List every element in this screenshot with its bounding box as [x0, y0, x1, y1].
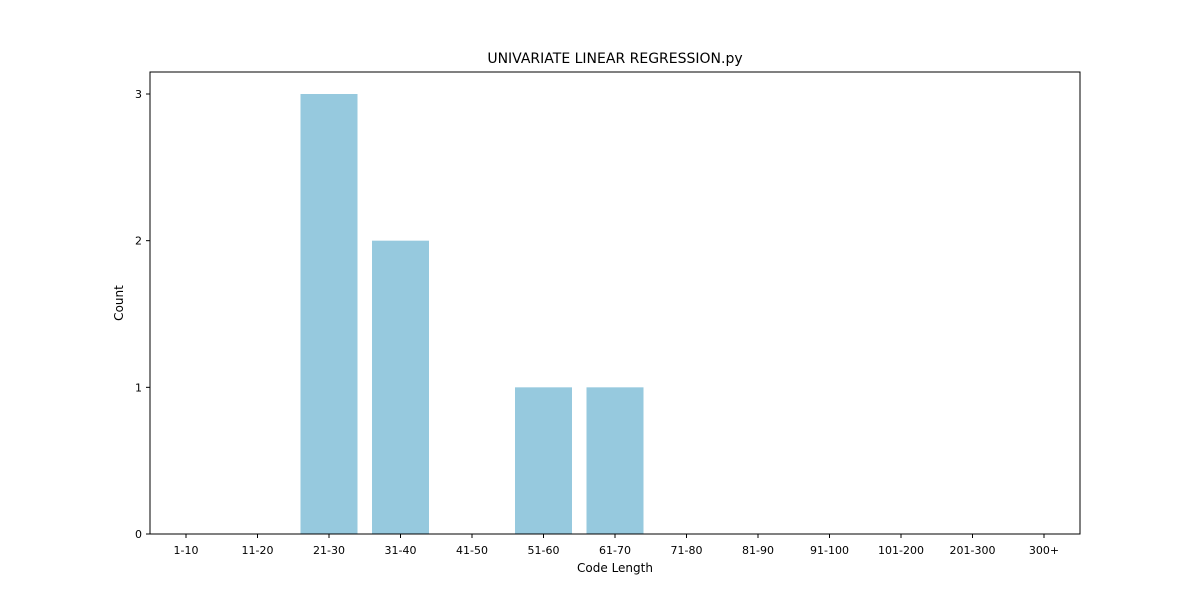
- x-tick-label: 21-30: [313, 544, 345, 557]
- x-tick-label: 101-200: [878, 544, 924, 557]
- bar-61-70: [586, 387, 644, 534]
- y-tick-label: 2: [135, 235, 142, 248]
- y-tick-label: 1: [135, 381, 142, 394]
- x-tick-label: 51-60: [528, 544, 560, 557]
- bar-21-30: [300, 94, 358, 534]
- y-tick-label: 3: [135, 88, 142, 101]
- chart-title: UNIVARIATE LINEAR REGRESSION.py: [487, 51, 742, 67]
- bar-31-40: [372, 240, 429, 534]
- x-tick-label: 31-40: [385, 544, 417, 557]
- x-tick-label: 81-90: [742, 544, 774, 557]
- x-tick-label: 91-100: [810, 544, 849, 557]
- x-tick-label: 300+: [1029, 544, 1059, 557]
- y-tick-label: 0: [135, 528, 142, 541]
- bars-group: [300, 94, 644, 534]
- y-axis-ticks: 0 1 2 3: [135, 88, 150, 541]
- x-tick-label: 61-70: [599, 544, 631, 557]
- x-tick-label: 201-300: [950, 544, 996, 557]
- x-tick-label: 11-20: [242, 544, 274, 557]
- x-tick-label: 41-50: [456, 544, 488, 557]
- x-axis-label: Code Length: [577, 561, 653, 575]
- y-axis-label: Count: [112, 285, 126, 321]
- bar-51-60: [515, 387, 572, 534]
- x-tick-label: 1-10: [174, 544, 199, 557]
- x-axis-ticks: 1-10 11-20 21-30 31-40 41-50 51-60 61-70 71-80 8…: [174, 534, 1059, 557]
- x-tick-label: 71-80: [671, 544, 703, 557]
